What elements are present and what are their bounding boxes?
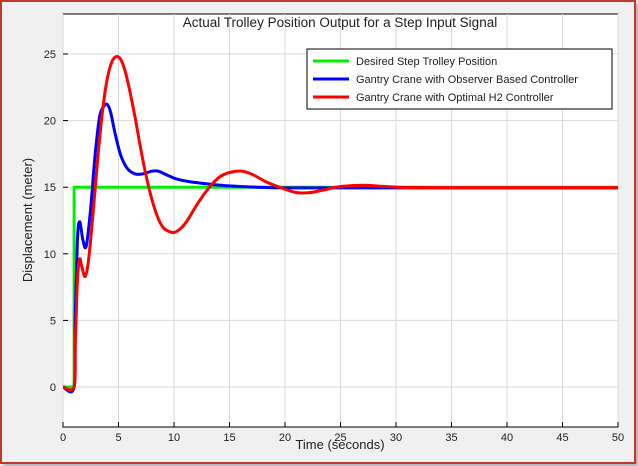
y-tick-label: 15 <box>44 182 56 194</box>
legend-entry: Desired Step Trolley Position <box>356 56 497 68</box>
legend-entry: Gantry Crane with Observer Based Control… <box>356 74 578 86</box>
y-axis-label: Displacement (meter) <box>20 158 35 282</box>
x-tick-label: 20 <box>279 432 291 444</box>
line-chart: 0 5 10 15 20 25 30 35 40 45 50 0 5 10 15 20 25 Actual Tr… <box>20 13 624 452</box>
y-tick-label: 10 <box>44 249 56 261</box>
y-tick-label: 5 <box>50 315 56 327</box>
y-tick-label: 0 <box>50 382 56 394</box>
y-tick-label: 25 <box>44 49 56 61</box>
legend: Desired Step Trolley Position Gantry Cran… <box>306 48 613 110</box>
x-axis-label: Time (seconds) <box>295 437 384 452</box>
legend-entry: Gantry Crane with Optimal H2 Controller <box>356 92 554 104</box>
x-tick-label: 50 <box>612 432 624 444</box>
x-tick-label: 35 <box>445 432 457 444</box>
x-tick-label: 15 <box>223 432 235 444</box>
x-tick-label: 25 <box>334 432 346 444</box>
series-line-3 <box>62 55 618 392</box>
axes: 0 5 10 15 20 25 30 35 40 45 50 0 5 10 15 20 25 <box>44 49 624 444</box>
x-tick-label: 5 <box>115 432 121 444</box>
x-tick-label: 0 <box>60 432 66 444</box>
data-lines <box>62 55 618 394</box>
y-tick-label: 20 <box>44 116 56 128</box>
legend-box <box>306 48 613 110</box>
x-tick-label: 40 <box>501 432 513 444</box>
chart-title: Actual Trolley Position Output for a Ste… <box>183 15 497 30</box>
x-tick-label: 10 <box>168 432 180 444</box>
x-tick-label: 30 <box>390 432 402 444</box>
x-tick-label: 45 <box>556 432 568 444</box>
